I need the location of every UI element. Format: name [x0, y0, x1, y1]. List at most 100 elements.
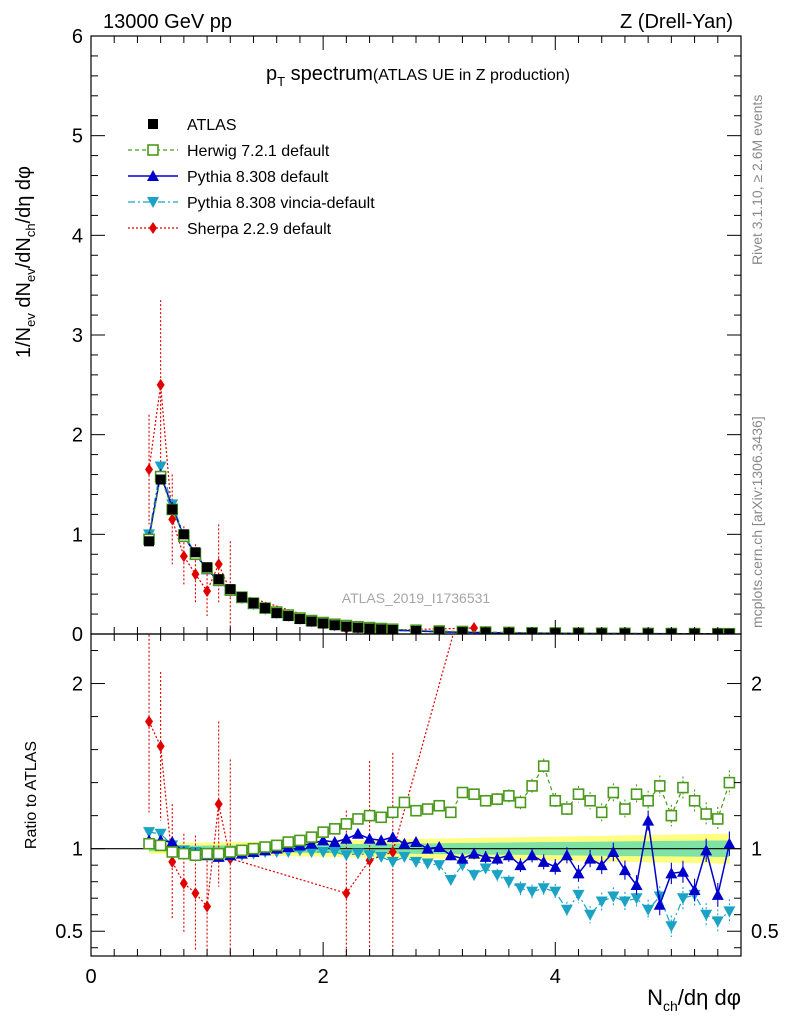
axis-ticks: 0 1 2 3 4 5 6 0 2 4 0.5 0.5 1 1 2 2 [55, 26, 779, 988]
pythia-8-308-vincia-default-point [444, 875, 457, 887]
pythia-8-308-vincia-default-point [421, 858, 434, 870]
sherpa-2-2-9-default-point [214, 558, 223, 571]
atlas-point [376, 624, 387, 634]
herwig-7-2-1-default-point [328, 823, 341, 835]
legend-label-sherpa-2-2-9-default: Sherpa 2.2.9 default [187, 221, 332, 238]
herwig-7-2-1-default-point [723, 776, 736, 789]
pythia-8-308-vincia-default-point [143, 827, 156, 839]
mcplots-label: mcplots.cern.ch [arXiv:1306.3436] [749, 416, 765, 628]
pythia-8-308-vincia-default-point [560, 904, 573, 916]
herwig-7-2-1-default-point [584, 794, 596, 807]
pythia-8-308-default-point [468, 847, 481, 859]
pythia-8-308-vincia-default-point [154, 828, 167, 840]
main-y-tick-label: 2 [72, 425, 83, 447]
herwig-7-2-1-default-point [247, 842, 260, 855]
herwig-7-2-1-default-point [189, 849, 202, 862]
sherpa-2-2-9-default-point [470, 622, 479, 634]
ratio-y-tick-label-right: 2 [751, 674, 762, 696]
pythia-8-308-vincia-default-point [537, 883, 550, 895]
pythia-8-308-vincia-default-point [618, 896, 631, 908]
atlas-point [167, 504, 178, 515]
pythia-8-308-vincia-default-point [317, 846, 330, 858]
sherpa-2-2-9-default-point [191, 568, 200, 581]
ratio-y-tick-label-right: 1 [751, 839, 762, 861]
pythia-8-308-default-point [421, 842, 434, 854]
sherpa-2-2-9-default-point [145, 715, 154, 728]
atlas-point [260, 603, 271, 614]
rivet-label: Rivet 3.1.10, ≥ 2.6M events [749, 95, 765, 265]
pythia-8-308-default-point [433, 841, 446, 853]
main-data-marks [143, 300, 736, 634]
pythia-8-308-default-point [723, 837, 736, 849]
atlas-point [724, 628, 735, 634]
atlas-point [213, 574, 224, 585]
pythia-8-308-vincia-default-point [642, 904, 655, 916]
sherpa-2-2-9-default-point [179, 877, 188, 890]
herwig-7-2-1-default-point [154, 839, 167, 852]
atlas-point [202, 562, 213, 573]
atlas-point [155, 474, 166, 485]
herwig-7-2-1-default-point [398, 796, 411, 809]
pythia-8-308-vincia-default-point [410, 856, 422, 868]
herwig-7-2-1-default-point [537, 760, 550, 772]
herwig-7-2-1-default-point [503, 790, 515, 802]
pythia-8-308-default-point [676, 865, 689, 877]
atlas-point [225, 584, 236, 595]
pythia-8-308-vincia-default-point [305, 846, 318, 858]
atlas-point [329, 620, 340, 631]
herwig-7-2-1-default-point [340, 818, 353, 830]
chart-title: pT spectrum(ATLAS UE in Z production) [266, 63, 570, 89]
ratio-data-marks [143, 634, 736, 956]
pythia-8-308-default-point [526, 849, 539, 861]
sherpa-2-2-9-default-point [342, 887, 351, 900]
pythia-8-308-default-point [711, 888, 724, 900]
pythia-8-308-default-point [398, 837, 411, 849]
herwig-7-2-1-default-point [259, 841, 271, 853]
herwig-7-2-1-default-point [224, 846, 237, 858]
analysis-watermark: ATLAS_2019_I1736531 [342, 590, 491, 606]
herwig-7-2-1-default-point [688, 794, 701, 807]
pythia-8-308-default-point [537, 855, 550, 867]
legend-label-pythia-8-308-vincia-default: Pythia 8.308 vincia-default [187, 195, 375, 212]
pythia-8-308-default-point [595, 859, 608, 871]
pythia-8-308-default-point [607, 845, 620, 857]
herwig-7-2-1-default-point [456, 786, 469, 799]
sherpa-2-2-9-default-point [168, 855, 177, 868]
herwig-7-2-1-default-point [143, 837, 155, 850]
herwig-7-2-1-default-point [526, 780, 538, 792]
title-rest: spectrum [285, 63, 373, 85]
legend-marker-atlas [148, 119, 158, 129]
pythia-8-308-vincia-default-point [700, 909, 713, 921]
herwig-7-2-1-default-point [282, 836, 295, 848]
ratio-y-tick-label: 0.5 [55, 921, 83, 943]
main-y-tick-label: 6 [72, 26, 83, 48]
pythia-8-308-vincia-default-point [154, 461, 167, 473]
herwig-7-2-1-default-point [700, 808, 712, 820]
herwig-7-2-1-default-point [514, 796, 527, 809]
ratio-x-tick-label: 4 [550, 966, 561, 988]
herwig-7-2-1-default-point [572, 788, 585, 800]
pythia-8-308-default-point [502, 849, 515, 861]
sherpa-2-2-9-default-point [191, 887, 200, 900]
sherpa-2-2-9-default-point [214, 798, 223, 811]
legend-marker-sherpa-2-2-9-default [149, 222, 157, 234]
main-y-tick-label: 5 [72, 126, 83, 148]
pythia-8-308-vincia-default-point [514, 883, 527, 895]
ratio-y-axis-label: Ratio to ATLAS [23, 741, 40, 849]
atlas-point [283, 611, 294, 622]
atlas-point [190, 547, 201, 558]
pythia-8-308-default-point [630, 878, 643, 890]
legend-marker-pythia-8-308-default [147, 170, 159, 181]
header-left: 13000 GeV pp [103, 11, 232, 33]
pythia-8-308-vincia-default-point [363, 850, 376, 862]
pythia-8-308-default-point [456, 852, 469, 864]
herwig-7-2-1-default-point [630, 788, 643, 800]
sherpa-2-2-9-default-point [179, 550, 188, 563]
herwig-7-2-1-default-point [363, 809, 376, 822]
main-y-tick-label: 0 [72, 624, 83, 646]
herwig-7-2-1-default-point [561, 803, 573, 815]
pythia-8-308-vincia-default-point [340, 850, 353, 862]
pythia-8-308-default-point [317, 834, 330, 846]
pythia-8-308-vincia-default-point [595, 896, 608, 908]
herwig-7-2-1-default-point [305, 831, 318, 843]
